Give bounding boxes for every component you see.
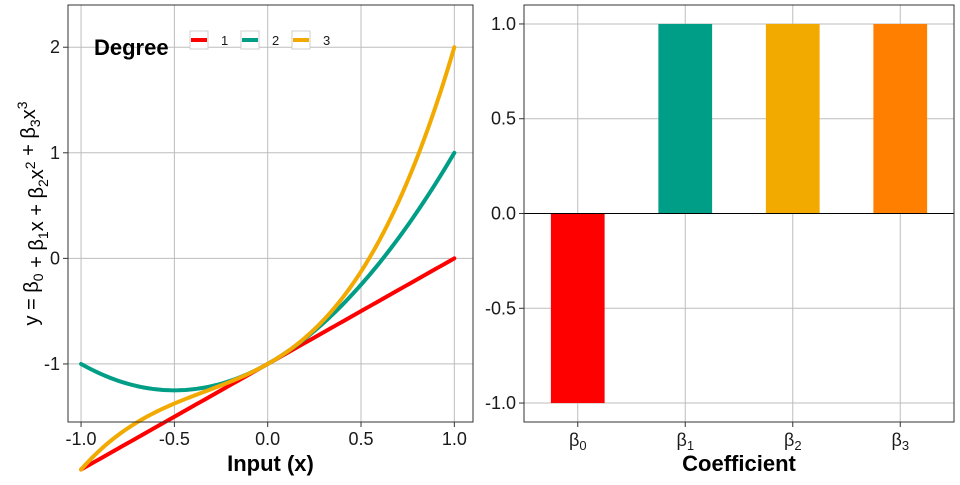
left-x-tick-labels: -1.0 -0.5 0.0 0.5 1.0 (66, 422, 467, 449)
left-x-tick-label: 0.0 (255, 429, 280, 449)
left-y-tick-label: 2 (50, 37, 60, 57)
bar-beta-2 (765, 23, 820, 214)
right-x-tick-label: β0 (569, 430, 587, 453)
formula-plus: + (26, 251, 48, 274)
left-y-tick-label: -1 (44, 354, 60, 374)
legend: Degree 1 2 3 (94, 30, 330, 60)
right-y-tick-label: -1.0 (485, 393, 516, 413)
right-x-axis-title: Coefficient (682, 451, 796, 476)
formula-beta: β (26, 239, 48, 251)
formula-beta: β (18, 127, 40, 139)
right-y-tick-label: 0.0 (491, 204, 516, 224)
left-y-tick-label: 0 (50, 248, 60, 268)
formula-variable: x (26, 169, 48, 179)
legend-label: 1 (221, 33, 228, 48)
tick-beta: β (784, 430, 794, 450)
formula-plus: + (26, 199, 48, 222)
tick-subscript: 0 (579, 438, 586, 453)
left-y-tick-labels: -1 0 1 2 (44, 37, 68, 374)
right-y-tick-label: 0.5 (491, 109, 516, 129)
formula-subscript: 2 (35, 179, 51, 187)
right-x-tick-label: β2 (784, 430, 802, 453)
coefficient-bar-chart: β0 β1 β2 β3 -1.0-0.50.00.51.0 Coefficient (485, 4, 955, 476)
bar-beta-3 (873, 23, 928, 214)
legend-label: 2 (272, 33, 279, 48)
legend-label: 3 (323, 33, 330, 48)
left-plot-frame (67, 4, 474, 423)
left-gridlines (68, 5, 473, 422)
formula-beta: β (21, 281, 43, 293)
left-y-tick-label: 1 (50, 143, 60, 163)
formula-power: 2 (22, 161, 38, 169)
tick-beta: β (676, 430, 686, 450)
left-x-tick-label: 0.5 (349, 429, 374, 449)
series-line-degree-3 (79, 45, 457, 472)
bar-beta-0 (550, 213, 605, 404)
right-x-tick-label: β1 (676, 430, 694, 453)
formula-subscript: 0 (30, 273, 46, 281)
formula-power: 3 (14, 101, 30, 109)
left-y-axis-title: y = β0 + β1x + β2x2 + β3x3 (14, 101, 51, 325)
formula-subscript: 1 (35, 231, 51, 239)
left-series-group (79, 45, 457, 472)
right-y-tick-labels: -1.0 -0.5 0.0 0.5 1.0 (485, 14, 524, 413)
right-y-tick-label: 1.0 (491, 14, 516, 34)
formula-variable: x (26, 221, 48, 231)
left-x-axis-title: Input (x) (227, 451, 314, 476)
formula-prefix: y = (21, 293, 43, 326)
formula-plus: + (18, 139, 40, 162)
left-x-tick-label: 1.0 (442, 429, 467, 449)
formula-subscript: 3 (27, 119, 43, 127)
tick-subscript: 1 (687, 438, 694, 453)
right-x-tick-labels: β0 β1 β2 β3 (569, 422, 909, 453)
formula-beta: β (26, 187, 48, 199)
left-x-tick-label: -0.5 (159, 429, 190, 449)
tick-beta: β (569, 430, 579, 450)
tick-subscript: 2 (794, 438, 801, 453)
right-bars-group (550, 23, 928, 404)
bar-beta-1 (658, 23, 713, 214)
left-y-axis-formula: y = β0 + β1x + β2x2 + β3x3 (14, 101, 51, 325)
legend-title: Degree (94, 35, 169, 60)
right-y-tick-label: -0.5 (485, 298, 516, 318)
tick-beta: β (891, 430, 901, 450)
tick-subscript: 3 (902, 438, 909, 453)
left-x-tick-label: -1.0 (66, 429, 97, 449)
right-x-tick-label: β3 (891, 430, 909, 453)
formula-variable: x (18, 109, 40, 119)
